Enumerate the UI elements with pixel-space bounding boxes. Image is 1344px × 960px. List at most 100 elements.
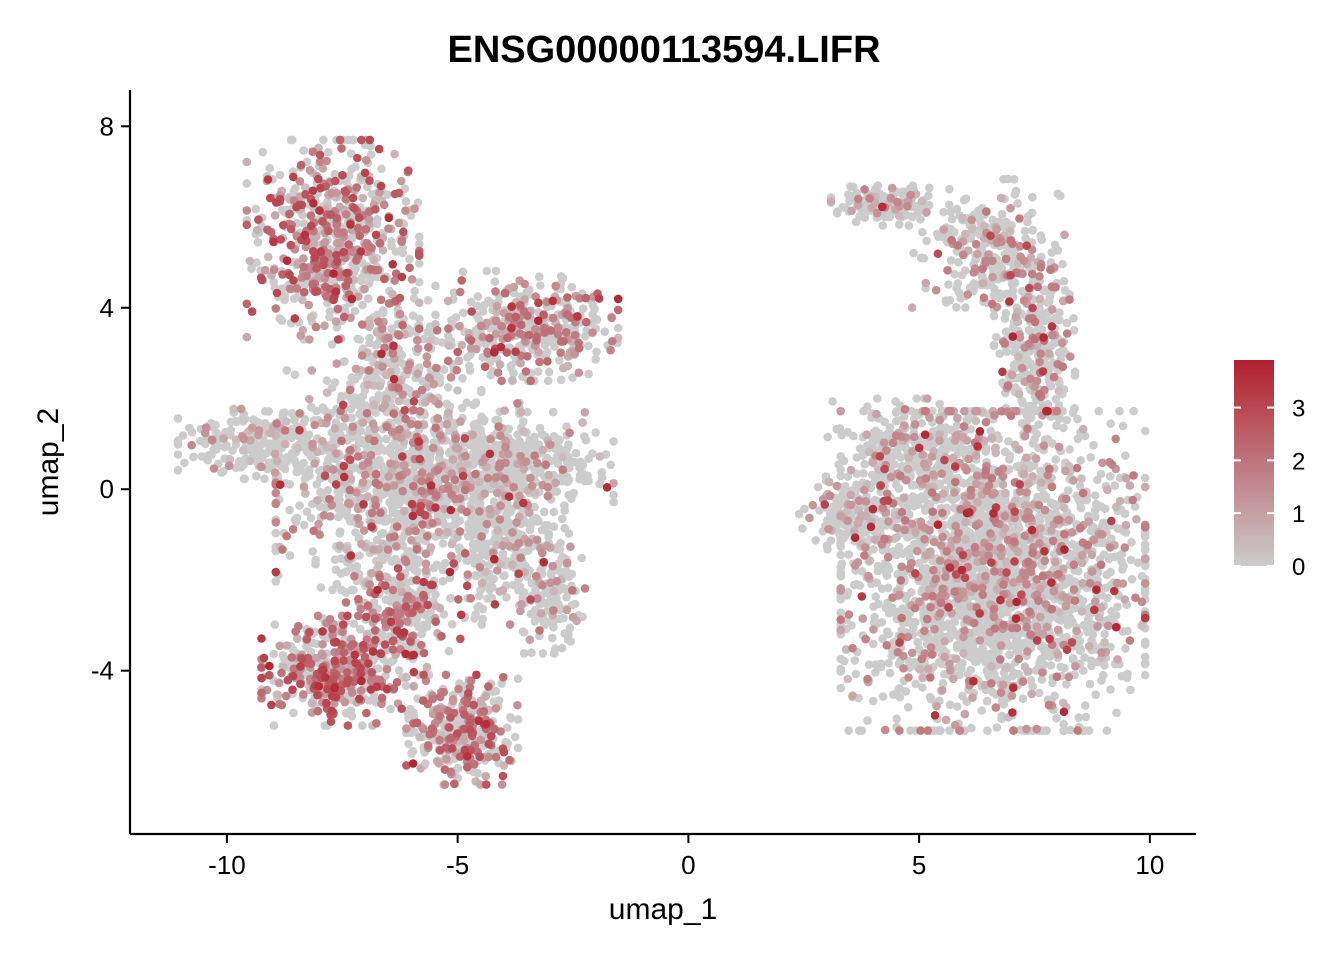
- cell-point: [566, 637, 575, 646]
- cell-point: [429, 563, 439, 573]
- cell-point: [584, 476, 593, 486]
- cell-point: [325, 312, 334, 322]
- cell-point: [269, 649, 279, 659]
- cell-point: [1002, 347, 1012, 356]
- cell-point: [308, 547, 318, 556]
- cell-point: [1073, 414, 1082, 424]
- cell-point: [262, 448, 272, 458]
- cell-point: [559, 613, 568, 623]
- cell-point: [1040, 651, 1050, 661]
- cell-point: [564, 490, 573, 500]
- cell-point: [966, 665, 975, 675]
- cell-point: [207, 450, 216, 460]
- cell-point: [1017, 396, 1026, 406]
- cell-point: [944, 280, 953, 289]
- cell-point: [986, 426, 995, 436]
- cell-point: [251, 204, 260, 214]
- cell-point: [226, 417, 236, 427]
- cell-point: [869, 545, 878, 554]
- cell-point: [606, 460, 615, 470]
- cell-point: [1062, 318, 1072, 328]
- cell-point: [344, 434, 353, 443]
- cell-point: [1058, 259, 1067, 269]
- cell-point: [513, 743, 523, 753]
- cell-point: [260, 474, 269, 484]
- cell-point: [954, 257, 963, 267]
- cell-point: [989, 290, 999, 300]
- cell-point: [1004, 437, 1013, 446]
- cell-point: [347, 373, 357, 382]
- cell-point: [887, 603, 897, 612]
- cell-point: [443, 383, 453, 392]
- cell-point: [302, 643, 312, 653]
- cell-point: [472, 301, 482, 311]
- cell-point: [860, 459, 869, 469]
- cell-point: [966, 425, 975, 434]
- cell-point: [375, 455, 384, 465]
- cell-point: [978, 271, 987, 281]
- cell-point: [1076, 503, 1085, 513]
- cell-point: [884, 658, 893, 668]
- cell-point: [530, 502, 539, 512]
- cell-point: [397, 534, 407, 543]
- cell-point: [1000, 290, 1010, 299]
- cell-point: [577, 553, 586, 563]
- cell-point: [588, 310, 597, 319]
- cell-point: [533, 517, 543, 526]
- cell-point: [439, 610, 449, 619]
- cell-point: [449, 288, 459, 297]
- cell-point: [280, 291, 290, 301]
- cell-point: [480, 415, 489, 424]
- cell-point: [173, 466, 183, 475]
- cell-point: [1046, 661, 1056, 670]
- cell-point: [1121, 451, 1130, 460]
- cell-point: [555, 545, 565, 554]
- cell-point: [1052, 713, 1061, 723]
- cell-point: [1056, 191, 1065, 201]
- cell-point: [903, 703, 913, 712]
- cell-point: [989, 284, 999, 293]
- cell-point: [299, 418, 309, 427]
- cell-point: [600, 327, 609, 337]
- cell-point: [1047, 341, 1056, 351]
- cell-point: [446, 593, 455, 603]
- cell-point: [580, 432, 589, 441]
- cell-point: [1059, 276, 1069, 286]
- cell-point: [871, 592, 880, 601]
- cell-point: [412, 559, 422, 569]
- cell-point: [519, 649, 529, 658]
- cell-point: [351, 162, 360, 171]
- cell-point: [415, 259, 424, 268]
- cell-point: [285, 505, 294, 515]
- cell-point: [849, 431, 858, 441]
- cell-point: [1028, 192, 1037, 202]
- cell-point: [1140, 473, 1150, 483]
- cell-point: [287, 432, 297, 441]
- cell-point: [509, 369, 518, 378]
- cell-point: [242, 179, 252, 188]
- cell-point: [365, 333, 374, 343]
- cell-point: [1140, 670, 1150, 680]
- cell-point: [1120, 509, 1130, 518]
- cell-point: [381, 517, 390, 526]
- cell-point: [438, 577, 448, 586]
- cell-point: [1057, 581, 1067, 590]
- cell-point: [889, 690, 898, 699]
- cell-point: [1140, 588, 1150, 598]
- cell-point: [330, 169, 340, 179]
- cell-point: [985, 584, 995, 593]
- cell-point: [575, 457, 585, 467]
- cell-point: [417, 629, 426, 639]
- cell-point: [275, 314, 285, 323]
- cell-point: [431, 310, 440, 320]
- cell-point: [388, 498, 398, 508]
- cell-point: [1026, 676, 1036, 685]
- cell-point: [1090, 491, 1100, 500]
- cell-point: [869, 602, 878, 611]
- cell-point: [506, 713, 515, 722]
- cell-point: [584, 369, 593, 379]
- cell-point: [588, 301, 598, 310]
- cell-point: [349, 619, 359, 628]
- cell-point: [1089, 440, 1098, 450]
